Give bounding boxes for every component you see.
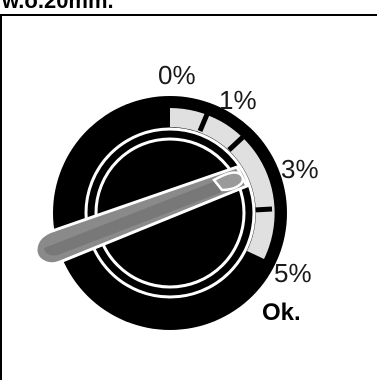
label-3-percent: 3% [281, 154, 319, 184]
dial-scale-band [170, 108, 275, 259]
frame-top-border [0, 14, 377, 16]
label-0-percent: 0% [158, 60, 196, 90]
tick-2 [227, 134, 246, 152]
header-caption: w.ö.20mm. [2, 0, 114, 13]
tick-1 [197, 111, 211, 132]
label-ok: Ok. [262, 299, 301, 326]
dial-ring-outer [84, 127, 256, 299]
tick-3 [252, 206, 273, 213]
label-1-percent: 1% [219, 85, 257, 115]
label-5-percent: 5% [274, 258, 312, 288]
dial-ring-inner [94, 137, 246, 289]
frame-left-border [0, 14, 2, 380]
dial-pointer [34, 165, 249, 266]
